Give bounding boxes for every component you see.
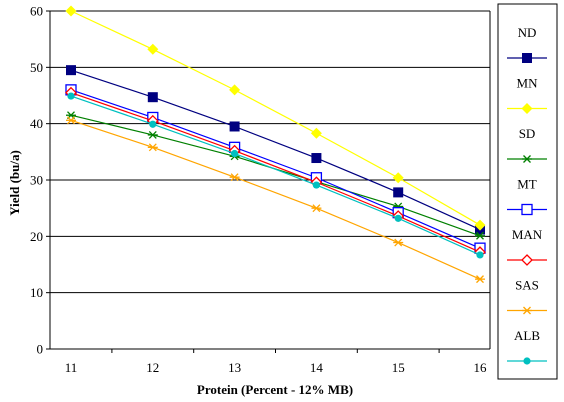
legend-marker bbox=[522, 53, 532, 63]
series-mn bbox=[65, 5, 486, 231]
data-point-sas bbox=[229, 173, 240, 182]
x-tick-label: 12 bbox=[146, 360, 159, 375]
series-line-mn bbox=[70, 10, 481, 226]
y-tick-label: 30 bbox=[30, 173, 43, 188]
legend-box bbox=[497, 3, 558, 380]
legend-item-mn: MN bbox=[507, 76, 547, 114]
legend-item-mt: MT bbox=[507, 177, 547, 216]
legend-marker bbox=[521, 203, 533, 216]
series-line-man bbox=[70, 92, 481, 253]
y-axis-ticks: 0 10 20 30 40 50 60 bbox=[30, 4, 50, 357]
data-point-alb bbox=[312, 181, 320, 189]
data-point-nd bbox=[229, 121, 240, 132]
legend-marker bbox=[522, 155, 532, 163]
data-point-alb bbox=[149, 120, 157, 128]
legend-label: ALB bbox=[514, 328, 540, 343]
legend-item-sas: SAS bbox=[507, 278, 547, 315]
legend-item-nd: ND bbox=[507, 25, 547, 63]
legend-marker bbox=[522, 306, 532, 315]
y-axis-title: Yield (bu/a) bbox=[7, 150, 22, 216]
data-point-sd bbox=[475, 231, 485, 240]
series-sd bbox=[66, 111, 485, 240]
legend-label: SD bbox=[519, 126, 536, 141]
x-tick-label: 14 bbox=[310, 360, 324, 375]
x-tick-label: 13 bbox=[228, 360, 241, 375]
data-point-alb bbox=[67, 92, 75, 100]
series-line-nd bbox=[70, 69, 481, 231]
series-sas bbox=[66, 116, 485, 284]
y-tick-label: 50 bbox=[30, 60, 43, 75]
legend-item-alb: ALB bbox=[507, 328, 547, 365]
data-point-sas bbox=[147, 143, 158, 152]
series-line-alb bbox=[70, 95, 481, 256]
legend-marker bbox=[523, 357, 531, 365]
legend: ND MN SD MT MAN SAS ALB bbox=[497, 3, 558, 380]
legend-marker bbox=[521, 103, 533, 114]
legend-label: SAS bbox=[515, 278, 539, 293]
y-tick-label: 10 bbox=[30, 285, 43, 300]
legend-item-sd: SD bbox=[507, 126, 547, 163]
series-line-sd bbox=[70, 114, 481, 237]
data-point-mn bbox=[229, 84, 241, 96]
data-point-nd bbox=[147, 92, 158, 103]
data-point-sas bbox=[393, 238, 404, 247]
x-axis-title: Protein (Percent - 12% MB) bbox=[197, 382, 353, 397]
y-tick-label: 40 bbox=[30, 116, 43, 131]
x-tick-label: 11 bbox=[65, 360, 78, 375]
y-tick-label: 0 bbox=[37, 342, 44, 357]
data-point-sas bbox=[311, 204, 322, 213]
x-axis-ticks: 11 12 13 14 15 16 bbox=[65, 349, 487, 375]
legend-label: MT bbox=[517, 177, 537, 192]
series-man bbox=[65, 86, 486, 259]
series-nd bbox=[66, 65, 485, 235]
data-point-mn bbox=[392, 172, 404, 184]
data-point-alb bbox=[231, 149, 239, 158]
legend-marker bbox=[521, 254, 533, 266]
legend-item-man: MAN bbox=[507, 227, 547, 266]
data-point-alb bbox=[476, 251, 484, 259]
x-tick-label: 15 bbox=[392, 360, 405, 375]
series-alb bbox=[67, 92, 484, 259]
series-layer bbox=[65, 5, 486, 284]
data-point-mn bbox=[474, 219, 486, 231]
data-point-nd bbox=[311, 153, 322, 164]
data-point-mn bbox=[147, 43, 159, 55]
data-point-nd bbox=[66, 65, 76, 76]
series-line-sas bbox=[70, 119, 481, 280]
series-line-mt bbox=[70, 89, 481, 249]
legend-label: ND bbox=[518, 25, 537, 40]
legend-label: MN bbox=[517, 76, 539, 91]
y-tick-label: 20 bbox=[30, 229, 43, 244]
y-tick-label: 60 bbox=[30, 4, 43, 19]
data-point-nd bbox=[393, 187, 404, 198]
data-point-alb bbox=[394, 214, 402, 222]
data-point-sd bbox=[147, 130, 158, 139]
data-point-sas bbox=[66, 116, 76, 125]
gridlines bbox=[50, 10, 490, 294]
data-point-mn bbox=[65, 5, 77, 17]
data-point-mn bbox=[310, 127, 322, 139]
data-point-sas bbox=[475, 275, 485, 284]
x-tick-label: 16 bbox=[474, 360, 488, 375]
legend-label: MAN bbox=[512, 227, 543, 242]
